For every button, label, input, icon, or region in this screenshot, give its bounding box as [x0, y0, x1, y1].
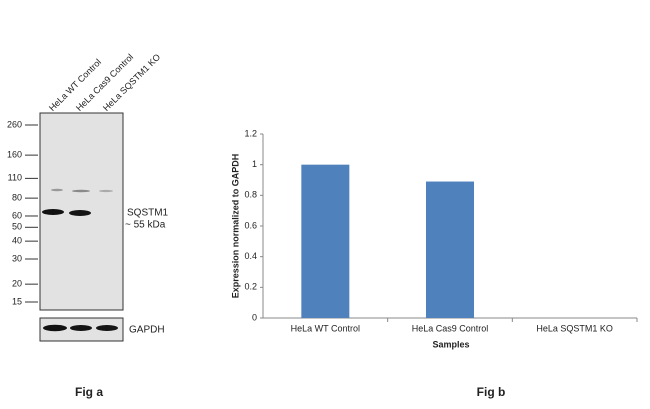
y-tick-label: 0 [252, 312, 257, 322]
marker-label: 80 [12, 193, 22, 203]
marker-label: 60 [12, 210, 22, 220]
marker-label: 110 [8, 173, 22, 183]
band [96, 325, 118, 331]
marker-label: 260 [7, 119, 22, 129]
band-label: SQSTM1 [127, 208, 169, 219]
y-tick-label: 0.8 [244, 190, 257, 200]
band [51, 188, 63, 192]
bar [426, 181, 474, 318]
band [70, 325, 92, 331]
y-tick-label: 1 [252, 159, 257, 169]
y-tick-label: 0.2 [244, 282, 257, 292]
marker-label: 20 [12, 279, 22, 289]
caption: Fig b [477, 385, 506, 399]
band-size: ~ 55 kDa [125, 220, 166, 231]
band [69, 210, 91, 216]
x-axis-title: Samples [432, 339, 469, 349]
band [43, 324, 67, 332]
x-tick-label: HeLa SQSTM1 KO [536, 323, 613, 333]
x-tick-label: HeLa Cas9 Control [412, 323, 489, 333]
y-axis-title: Expression normalized to GAPDH [230, 154, 240, 299]
y-tick-label: 1.2 [244, 128, 257, 138]
band [42, 209, 64, 215]
marker-label: 30 [12, 253, 22, 263]
y-tick-label: 0.4 [244, 251, 257, 261]
marker-label: 50 [12, 222, 22, 232]
band [99, 189, 113, 193]
band [72, 189, 90, 193]
loading-label: GAPDH [129, 325, 165, 336]
y-tick-label: 0.6 [244, 220, 257, 230]
marker-label: 160 [7, 149, 22, 159]
marker-label: 15 [12, 296, 22, 306]
caption: Fig a [75, 385, 103, 399]
bar [301, 164, 350, 318]
x-tick-label: HeLa WT Control [291, 323, 360, 333]
marker-label: 40 [12, 236, 22, 246]
